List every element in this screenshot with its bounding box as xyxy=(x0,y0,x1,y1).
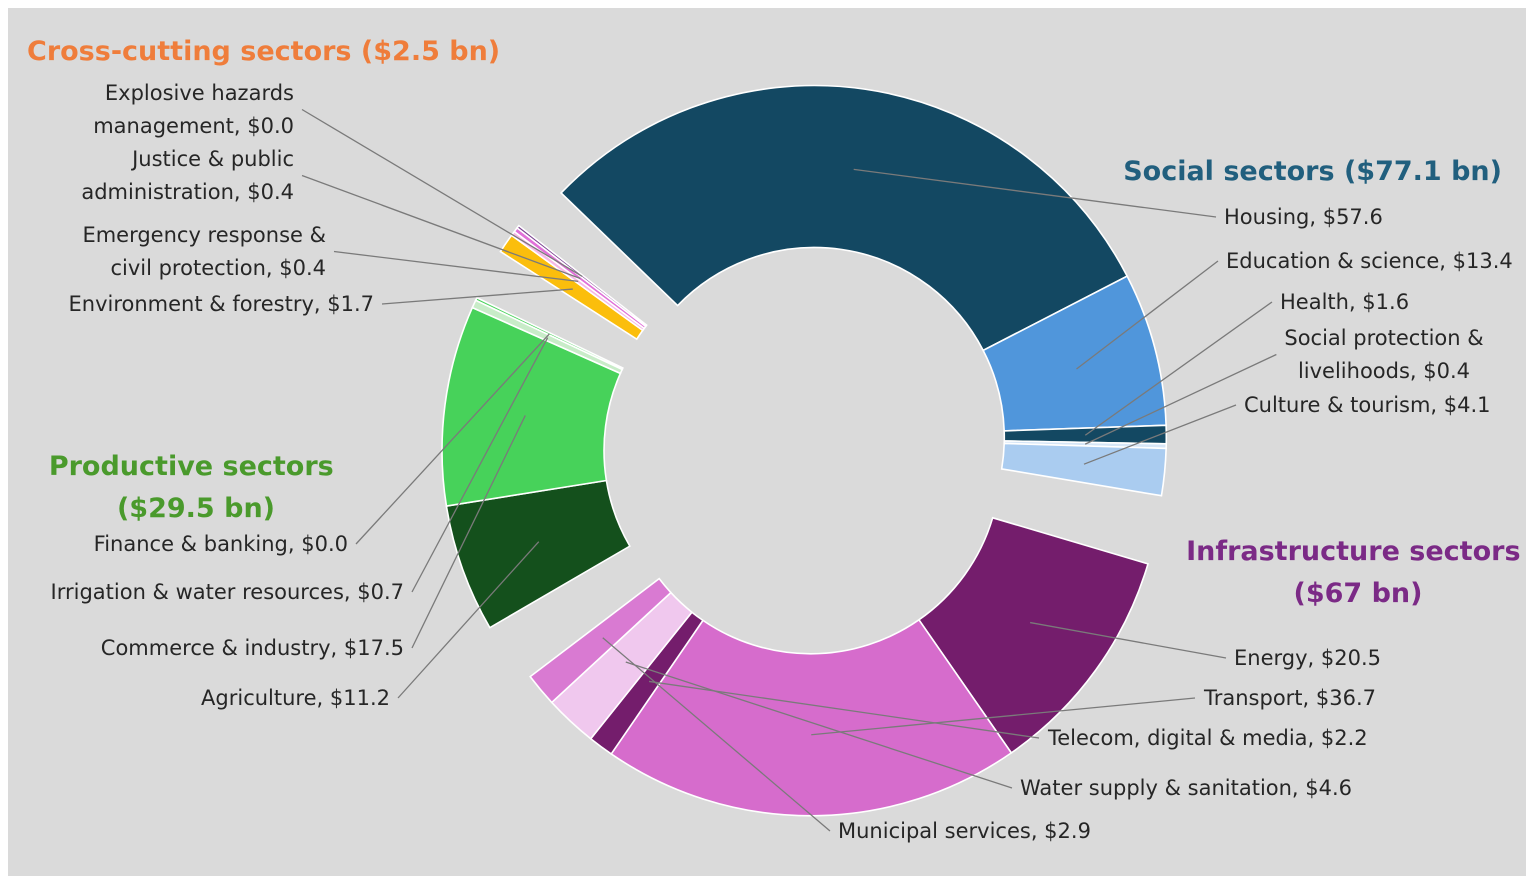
slice-transport xyxy=(610,618,1013,817)
label-health: Health, $1.6 xyxy=(1280,290,1409,314)
leader-commerce-industry xyxy=(411,415,526,649)
leader-housing xyxy=(853,168,1217,218)
slice-agriculture xyxy=(445,479,631,629)
leader-energy xyxy=(1030,621,1227,659)
label-education-science: Education & science, $13.4 xyxy=(1226,249,1513,273)
leader-culture-tourism xyxy=(1083,404,1237,465)
label-transport: Transport, $36.7 xyxy=(1203,686,1376,710)
leader-environment-forestry xyxy=(381,288,573,305)
label-agriculture: Agriculture, $11.2 xyxy=(201,686,390,710)
group-title-productive: Productive sectors ($29.5 bn) xyxy=(49,451,343,524)
slice-culture-tourism xyxy=(1000,442,1167,497)
leader-irrigation-water-resources xyxy=(411,337,549,593)
label-energy: Energy, $20.5 xyxy=(1234,646,1381,670)
label-environment-forestry: Environment & forestry, $1.7 xyxy=(69,292,375,316)
label-justice-public-administration: Justice & public administration, $0.4 xyxy=(81,147,294,204)
label-culture-tourism: Culture & tourism, $4.1 xyxy=(1244,393,1491,417)
slice-commerce-industry xyxy=(441,306,622,507)
chart-panel: Cross-cutting sectors ($2.5 bn) Social s… xyxy=(8,8,1526,876)
leader-emergency-response-civil-protection xyxy=(333,250,579,283)
slice-municipal-services xyxy=(529,577,672,704)
leader-transport xyxy=(811,697,1196,736)
leader-justice-public-administration xyxy=(301,174,581,280)
leader-education-science xyxy=(1076,260,1219,370)
group-title-social: Social sectors ($77.1 bn) xyxy=(1123,156,1502,187)
label-irrigation-water-resources: Irrigation & water resources, $0.7 xyxy=(51,580,404,604)
label-explosive-hazards-management: Explosive hazards management, $0.0 xyxy=(93,81,294,138)
group-title-infrastructure: Infrastructure sectors ($67 bn) xyxy=(1186,536,1526,609)
label-emergency-response-civil-protection: Emergency response & civil protection, $0… xyxy=(82,223,326,280)
leader-municipal-services xyxy=(602,637,831,832)
leader-health xyxy=(1084,301,1273,436)
donut-chart: Cross-cutting sectors ($2.5 bn) Social s… xyxy=(27,36,1526,843)
group-title-crosscutting: Cross-cutting sectors ($2.5 bn) xyxy=(27,36,500,67)
label-finance-banking: Finance & banking, $0.0 xyxy=(94,532,348,556)
slice-finance-banking xyxy=(474,296,624,371)
label-housing: Housing, $57.6 xyxy=(1224,205,1383,229)
leader-agriculture xyxy=(397,541,540,699)
label-municipal-services: Municipal services, $2.9 xyxy=(838,819,1091,843)
leader-finance-banking xyxy=(355,333,550,545)
label-water-supply-sanitation: Water supply & sanitation, $4.6 xyxy=(1020,776,1352,800)
label-commerce-industry: Commerce & industry, $17.5 xyxy=(101,636,404,660)
leader-water-supply-sanitation xyxy=(625,661,1013,789)
leader-explosive-hazards-management xyxy=(301,108,583,277)
leader-social-protection-livelihoods xyxy=(1084,353,1277,445)
label-telecom-digital-media: Telecom, digital & media, $2.2 xyxy=(1047,726,1368,750)
label-social-protection-livelihoods: Social protection & livelihoods, $0.4 xyxy=(1284,326,1483,383)
slice-housing xyxy=(559,84,1129,352)
